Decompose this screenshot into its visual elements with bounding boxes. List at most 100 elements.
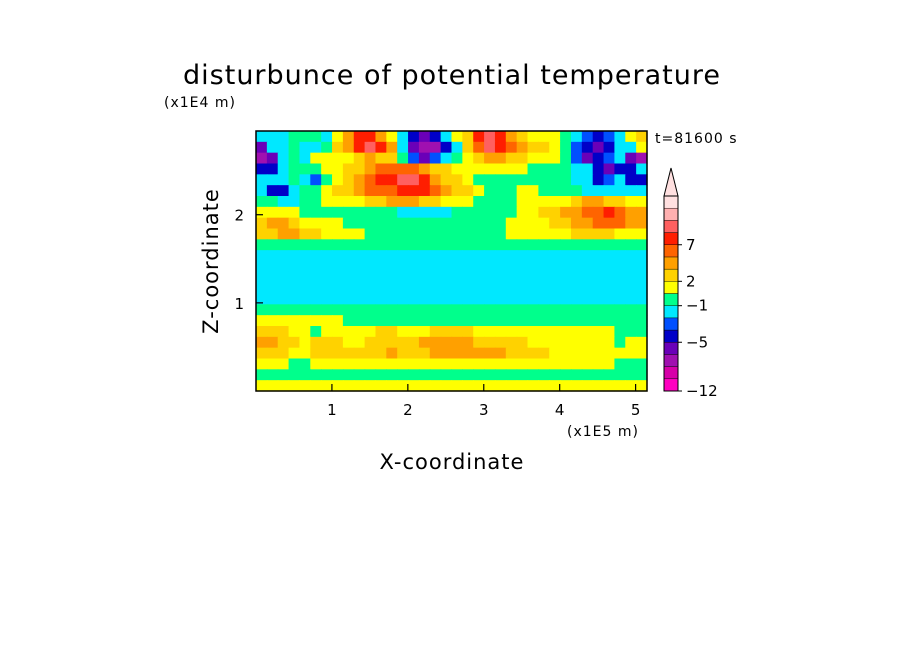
contour-cell: [332, 380, 344, 392]
contour-cell: [429, 369, 442, 381]
contour-cell: [440, 217, 453, 230]
contour-cell: [494, 380, 507, 392]
contour-cell: [473, 206, 485, 219]
contour-cell: [256, 131, 268, 143]
contour-cell: [288, 315, 301, 327]
contour-cell: [570, 358, 583, 370]
contour-cell: [625, 326, 637, 338]
contour-cell: [636, 141, 648, 154]
contour-cell: [462, 185, 474, 197]
contour-cell: [473, 152, 485, 165]
contour-cell: [592, 152, 605, 165]
contour-cell: [277, 152, 290, 165]
contour-cell: [603, 131, 616, 143]
chart-title: disturbunce of potential temperature: [183, 60, 721, 91]
contour-cell: [332, 271, 344, 284]
contour-cell: [505, 250, 518, 262]
contour-cell: [418, 141, 431, 154]
contour-cell: [364, 152, 377, 165]
contour-cell: [397, 152, 409, 165]
contour-cell: [277, 271, 290, 284]
contour-cell: [321, 347, 333, 360]
contour-cell: [353, 239, 366, 251]
contour-cell: [440, 304, 453, 316]
contour-cell: [484, 293, 496, 305]
contour-cell: [581, 293, 594, 305]
contour-cell: [440, 271, 453, 284]
contour-cell: [277, 174, 290, 186]
contour-cell: [342, 228, 355, 240]
contour-cell: [418, 261, 431, 273]
contour-cell: [484, 217, 496, 230]
contour-cell: [484, 271, 496, 284]
contour-cell: [266, 271, 279, 284]
contour-cell: [636, 163, 648, 175]
contour-cell: [332, 131, 344, 143]
contour-cell: [364, 369, 377, 381]
contour-cell: [462, 369, 474, 381]
contour-cell: [266, 369, 279, 381]
contour-cell: [592, 131, 605, 143]
contour-cell: [288, 131, 301, 143]
contour-cell: [364, 206, 377, 219]
contour-cell: [636, 228, 648, 240]
contour-cell: [342, 131, 355, 143]
contour-cell: [321, 174, 333, 186]
contour-cell: [408, 347, 420, 360]
contour-cell: [451, 315, 463, 327]
contour-cell: [592, 163, 605, 175]
contour-cell: [516, 152, 529, 165]
contour-cell: [266, 228, 279, 240]
contour-cell: [451, 185, 463, 197]
contour-cell: [451, 347, 463, 360]
contour-cell: [570, 206, 583, 219]
contour-cell: [636, 358, 648, 370]
contour-cell: [397, 141, 409, 154]
contour-cell: [484, 282, 496, 295]
contour-cell: [505, 336, 518, 349]
contour-cell: [353, 336, 366, 349]
contour-cell: [516, 380, 529, 392]
colorbar-label: 2: [686, 272, 696, 290]
contour-cell: [332, 369, 344, 381]
contour-cell: [516, 282, 529, 295]
contour-cell: [603, 347, 616, 360]
contour-cell: [321, 369, 333, 381]
contour-cell: [614, 358, 626, 370]
colorbar-swatch: [663, 366, 679, 380]
contour-cell: [505, 206, 518, 219]
contour-cell: [451, 174, 463, 186]
contour-cell: [266, 261, 279, 273]
contour-cell: [494, 163, 507, 175]
x-tick-label: 4: [555, 401, 565, 419]
contour-cell: [462, 326, 474, 338]
contour-cell: [332, 336, 344, 349]
contour-cell: [310, 282, 322, 295]
contour-cell: [549, 228, 561, 240]
contour-cell: [462, 293, 474, 305]
contour-cell: [451, 358, 463, 370]
contour-cell: [418, 326, 431, 338]
contour-cell: [364, 282, 377, 295]
contour-cell: [538, 250, 550, 262]
contour-cell: [418, 152, 431, 165]
contour-cell: [256, 250, 268, 262]
contour-cell: [484, 141, 496, 154]
contour-cell: [505, 380, 518, 392]
contour-cell: [473, 163, 485, 175]
contour-cell: [397, 358, 409, 370]
contour-cell: [266, 206, 279, 219]
contour-cell: [299, 217, 311, 230]
contour-cell: [494, 282, 507, 295]
contour-cell: [277, 369, 290, 381]
contour-cell: [549, 217, 561, 230]
contour-cell: [614, 174, 626, 186]
contour-cell: [440, 282, 453, 295]
contour-cell: [408, 217, 420, 230]
plot-frame: [255, 130, 648, 392]
contour-cell: [353, 271, 366, 284]
contour-cell: [636, 250, 648, 262]
contour-cell: [527, 250, 539, 262]
contour-cell: [516, 131, 529, 143]
contour-cell: [397, 315, 409, 327]
